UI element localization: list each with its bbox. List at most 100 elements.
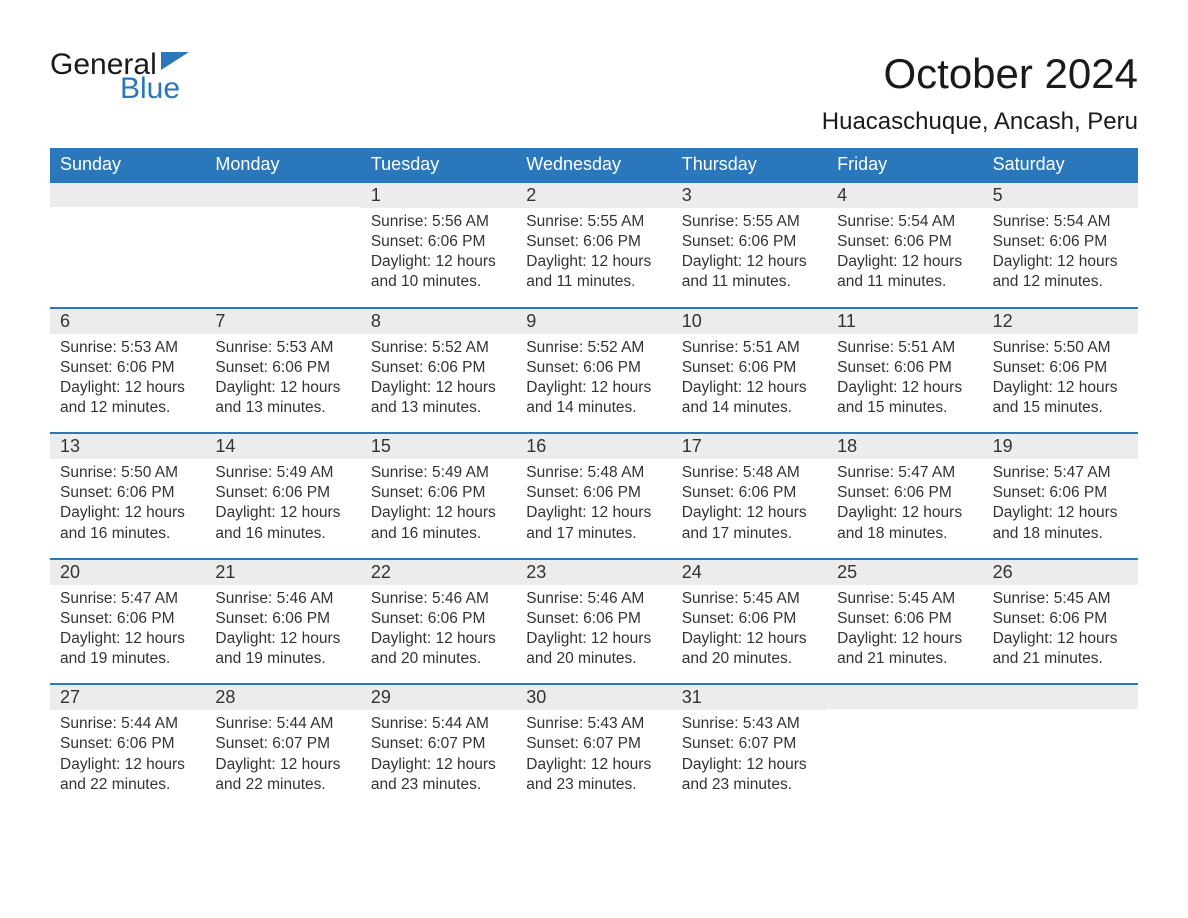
- daylight-line-1: Daylight: 12 hours: [371, 378, 506, 398]
- day-cell-17: 17Sunrise: 5:48 AMSunset: 6:06 PMDayligh…: [672, 434, 827, 544]
- weekday-saturday: Saturday: [983, 148, 1138, 181]
- sunset-line: Sunset: 6:06 PM: [682, 232, 817, 252]
- calendar-table: SundayMondayTuesdayWednesdayThursdayFrid…: [50, 148, 1138, 795]
- sunset-line: Sunset: 6:06 PM: [837, 232, 972, 252]
- daylight-line-2: and 12 minutes.: [60, 398, 195, 418]
- day-cell-empty: [205, 183, 360, 293]
- day-number: 17: [672, 434, 827, 459]
- day-details: Sunrise: 5:54 AMSunset: 6:06 PMDaylight:…: [983, 208, 1138, 293]
- sunrise-line: Sunrise: 5:45 AM: [682, 589, 817, 609]
- daylight-line-1: Daylight: 12 hours: [215, 378, 350, 398]
- day-cell-10: 10Sunrise: 5:51 AMSunset: 6:06 PMDayligh…: [672, 309, 827, 419]
- daylight-line-1: Daylight: 12 hours: [837, 378, 972, 398]
- day-details: Sunrise: 5:46 AMSunset: 6:06 PMDaylight:…: [361, 585, 516, 670]
- daylight-line-1: Daylight: 12 hours: [526, 252, 661, 272]
- sunrise-line: Sunrise: 5:47 AM: [837, 463, 972, 483]
- sunrise-line: Sunrise: 5:49 AM: [371, 463, 506, 483]
- daylight-line-2: and 16 minutes.: [60, 524, 195, 544]
- sunrise-line: Sunrise: 5:45 AM: [837, 589, 972, 609]
- sunset-line: Sunset: 6:06 PM: [526, 358, 661, 378]
- day-cell-6: 6Sunrise: 5:53 AMSunset: 6:06 PMDaylight…: [50, 309, 205, 419]
- week-row: 1Sunrise: 5:56 AMSunset: 6:06 PMDaylight…: [50, 181, 1138, 293]
- day-details: Sunrise: 5:47 AMSunset: 6:06 PMDaylight:…: [827, 459, 982, 544]
- daylight-line-1: Daylight: 12 hours: [526, 755, 661, 775]
- day-cell-12: 12Sunrise: 5:50 AMSunset: 6:06 PMDayligh…: [983, 309, 1138, 419]
- sunrise-line: Sunrise: 5:50 AM: [993, 338, 1128, 358]
- daylight-line-1: Daylight: 12 hours: [60, 503, 195, 523]
- day-details: Sunrise: 5:49 AMSunset: 6:06 PMDaylight:…: [205, 459, 360, 544]
- weeks-container: 1Sunrise: 5:56 AMSunset: 6:06 PMDaylight…: [50, 181, 1138, 795]
- daylight-line-2: and 13 minutes.: [215, 398, 350, 418]
- sunrise-line: Sunrise: 5:52 AM: [371, 338, 506, 358]
- day-details: Sunrise: 5:56 AMSunset: 6:06 PMDaylight:…: [361, 208, 516, 293]
- day-details: Sunrise: 5:51 AMSunset: 6:06 PMDaylight:…: [672, 334, 827, 419]
- daylight-line-2: and 22 minutes.: [60, 775, 195, 795]
- daylight-line-1: Daylight: 12 hours: [993, 629, 1128, 649]
- day-number: 31: [672, 685, 827, 710]
- weekday-wednesday: Wednesday: [516, 148, 671, 181]
- sunset-line: Sunset: 6:07 PM: [215, 734, 350, 754]
- day-number: [983, 685, 1138, 709]
- day-details: Sunrise: 5:43 AMSunset: 6:07 PMDaylight:…: [672, 710, 827, 795]
- day-cell-13: 13Sunrise: 5:50 AMSunset: 6:06 PMDayligh…: [50, 434, 205, 544]
- day-number: 28: [205, 685, 360, 710]
- title-block: October 2024 Huacaschuque, Ancash, Peru: [822, 50, 1138, 136]
- day-details: Sunrise: 5:46 AMSunset: 6:06 PMDaylight:…: [205, 585, 360, 670]
- day-number: 23: [516, 560, 671, 585]
- day-details: Sunrise: 5:44 AMSunset: 6:06 PMDaylight:…: [50, 710, 205, 795]
- day-number: 18: [827, 434, 982, 459]
- day-cell-5: 5Sunrise: 5:54 AMSunset: 6:06 PMDaylight…: [983, 183, 1138, 293]
- daylight-line-2: and 15 minutes.: [993, 398, 1128, 418]
- sunrise-line: Sunrise: 5:43 AM: [682, 714, 817, 734]
- daylight-line-1: Daylight: 12 hours: [60, 629, 195, 649]
- day-details: Sunrise: 5:47 AMSunset: 6:06 PMDaylight:…: [50, 585, 205, 670]
- day-cell-2: 2Sunrise: 5:55 AMSunset: 6:06 PMDaylight…: [516, 183, 671, 293]
- day-details: Sunrise: 5:52 AMSunset: 6:06 PMDaylight:…: [361, 334, 516, 419]
- sunrise-line: Sunrise: 5:48 AM: [526, 463, 661, 483]
- sunrise-line: Sunrise: 5:43 AM: [526, 714, 661, 734]
- weekday-tuesday: Tuesday: [361, 148, 516, 181]
- daylight-line-2: and 17 minutes.: [526, 524, 661, 544]
- day-number: 3: [672, 183, 827, 208]
- daylight-line-2: and 23 minutes.: [682, 775, 817, 795]
- weekday-sunday: Sunday: [50, 148, 205, 181]
- day-cell-20: 20Sunrise: 5:47 AMSunset: 6:06 PMDayligh…: [50, 560, 205, 670]
- daylight-line-2: and 10 minutes.: [371, 272, 506, 292]
- day-number: 2: [516, 183, 671, 208]
- day-number: 16: [516, 434, 671, 459]
- brand-word-blue: Blue: [120, 74, 191, 104]
- daylight-line-1: Daylight: 12 hours: [526, 503, 661, 523]
- sunrise-line: Sunrise: 5:44 AM: [371, 714, 506, 734]
- daylight-line-1: Daylight: 12 hours: [60, 378, 195, 398]
- sunrise-line: Sunrise: 5:46 AM: [526, 589, 661, 609]
- day-cell-1: 1Sunrise: 5:56 AMSunset: 6:06 PMDaylight…: [361, 183, 516, 293]
- day-number: 30: [516, 685, 671, 710]
- day-details: Sunrise: 5:53 AMSunset: 6:06 PMDaylight:…: [50, 334, 205, 419]
- daylight-line-2: and 11 minutes.: [837, 272, 972, 292]
- day-number: 11: [827, 309, 982, 334]
- day-number: 22: [361, 560, 516, 585]
- weekday-friday: Friday: [827, 148, 982, 181]
- daylight-line-2: and 19 minutes.: [60, 649, 195, 669]
- day-number: 20: [50, 560, 205, 585]
- sunrise-line: Sunrise: 5:56 AM: [371, 212, 506, 232]
- sunset-line: Sunset: 6:06 PM: [60, 358, 195, 378]
- sunset-line: Sunset: 6:06 PM: [60, 483, 195, 503]
- sunrise-line: Sunrise: 5:54 AM: [993, 212, 1128, 232]
- day-details: Sunrise: 5:47 AMSunset: 6:06 PMDaylight:…: [983, 459, 1138, 544]
- daylight-line-1: Daylight: 12 hours: [526, 629, 661, 649]
- sunset-line: Sunset: 6:06 PM: [371, 483, 506, 503]
- day-number: 9: [516, 309, 671, 334]
- sunset-line: Sunset: 6:07 PM: [371, 734, 506, 754]
- daylight-line-1: Daylight: 12 hours: [215, 755, 350, 775]
- daylight-line-2: and 20 minutes.: [371, 649, 506, 669]
- daylight-line-2: and 15 minutes.: [837, 398, 972, 418]
- day-number: 19: [983, 434, 1138, 459]
- daylight-line-1: Daylight: 12 hours: [215, 629, 350, 649]
- day-cell-24: 24Sunrise: 5:45 AMSunset: 6:06 PMDayligh…: [672, 560, 827, 670]
- day-details: Sunrise: 5:55 AMSunset: 6:06 PMDaylight:…: [672, 208, 827, 293]
- day-details: Sunrise: 5:51 AMSunset: 6:06 PMDaylight:…: [827, 334, 982, 419]
- day-details: Sunrise: 5:49 AMSunset: 6:06 PMDaylight:…: [361, 459, 516, 544]
- day-cell-15: 15Sunrise: 5:49 AMSunset: 6:06 PMDayligh…: [361, 434, 516, 544]
- daylight-line-2: and 14 minutes.: [682, 398, 817, 418]
